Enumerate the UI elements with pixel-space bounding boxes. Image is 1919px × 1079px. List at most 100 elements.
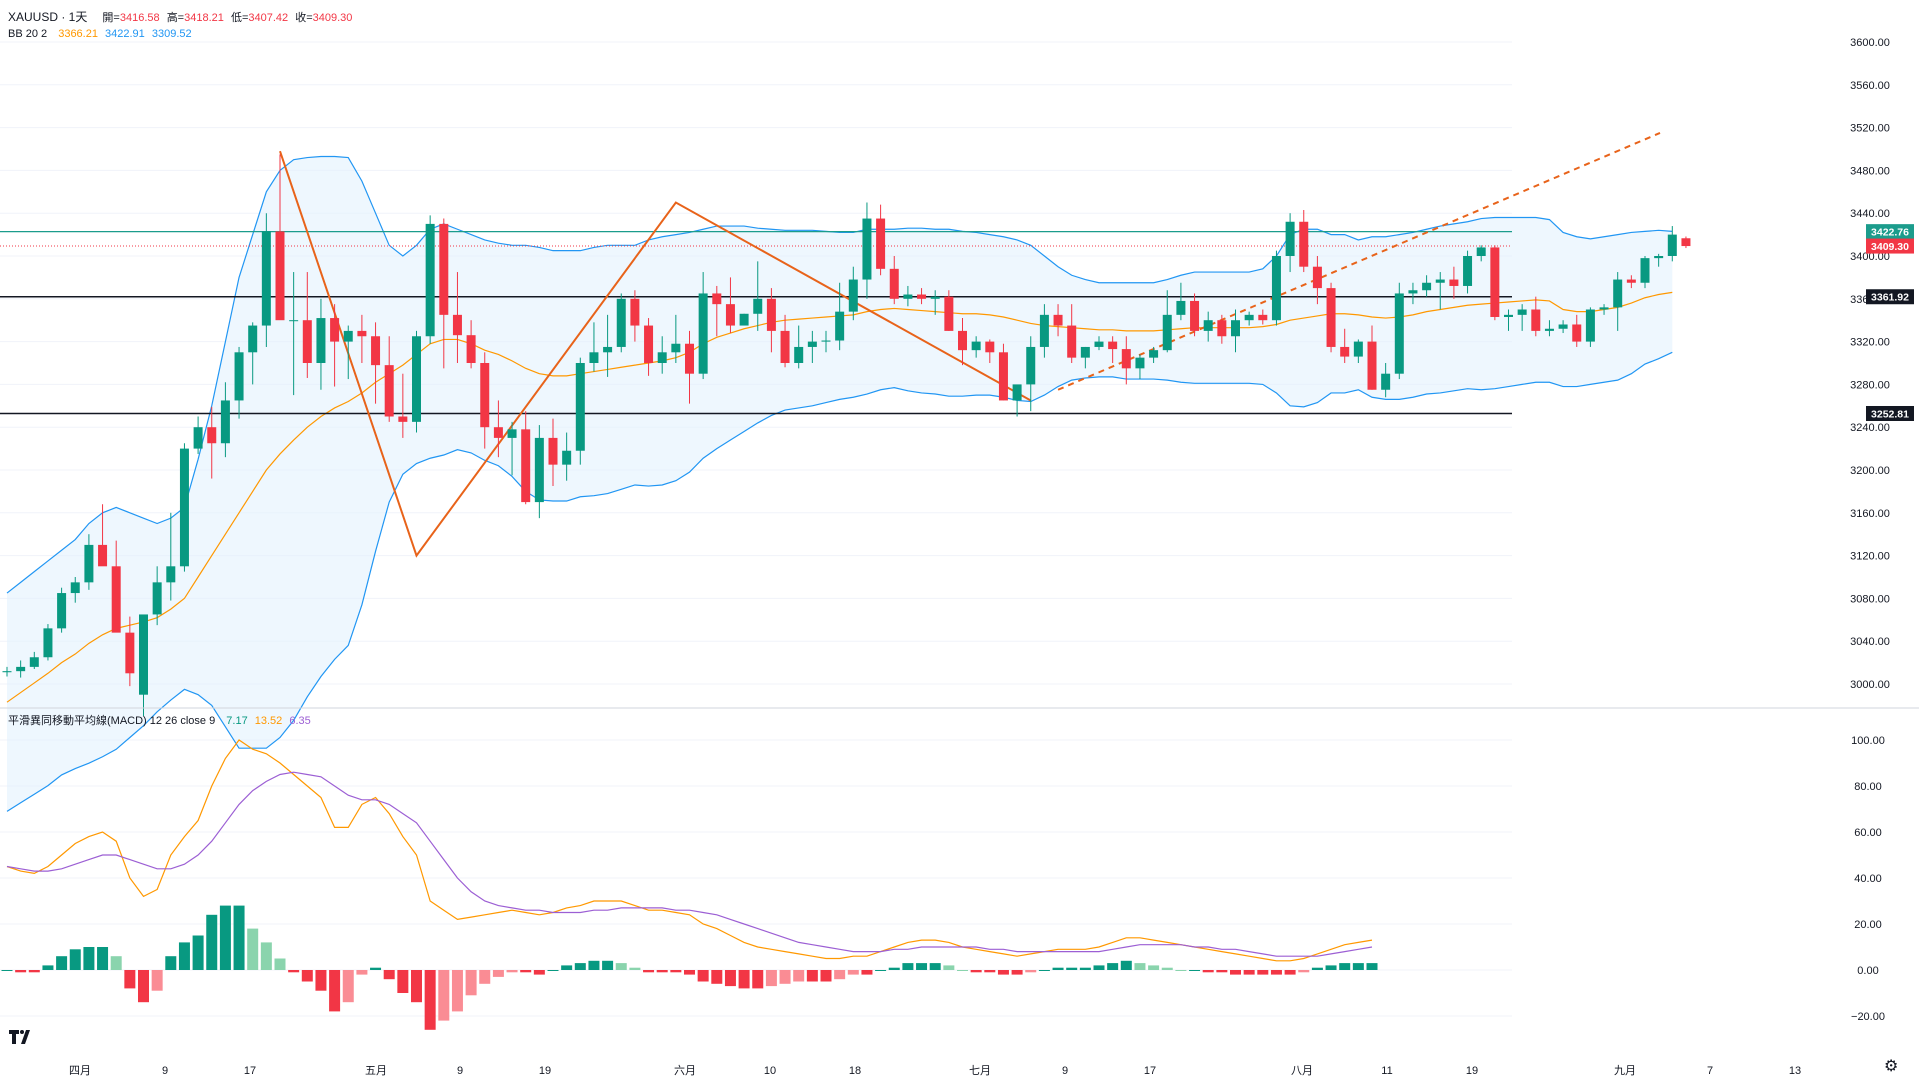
macd-histogram-bar	[670, 970, 682, 973]
bb-legend[interactable]: BB 20 2 3366.21 3422.91 3309.52	[8, 28, 196, 40]
candle	[1463, 250, 1473, 294]
settings-gear-icon[interactable]: ⚙	[1884, 1058, 1899, 1075]
time-axis-tick: 9	[457, 1065, 463, 1077]
candle-body	[1531, 309, 1541, 331]
macd-histogram-bar	[711, 970, 723, 984]
price-axis-tick: 3160.00	[1850, 508, 1890, 520]
candle-body	[1654, 256, 1664, 259]
candle-body	[1039, 314, 1049, 347]
macd-histogram-bar	[1284, 970, 1296, 975]
candle	[1490, 245, 1500, 321]
macd-histogram-bar	[165, 956, 177, 970]
macd-histogram-bar	[83, 947, 95, 970]
candle-body	[425, 223, 435, 337]
candle	[1271, 250, 1281, 326]
candle	[57, 587, 67, 633]
macd-histogram-bar	[547, 970, 559, 971]
candle	[398, 373, 408, 438]
price-axis[interactable]: 3000.00 3040.00 3080.00 3120.00 3160.00 3200.…	[1850, 37, 1890, 691]
macd-histogram-bar	[206, 914, 218, 970]
candle	[343, 325, 353, 380]
candle	[1039, 304, 1049, 358]
candle-body	[111, 566, 121, 633]
bb-fill	[7, 156, 1673, 812]
macd-histogram-bar	[656, 970, 668, 973]
macd-histogram-bar	[356, 970, 368, 975]
candle	[1449, 266, 1459, 299]
macd-axis[interactable]: 100.00 80.00 60.00 40.00 20.00 0.00 −20.00	[1851, 735, 1885, 1023]
time-axis-tick: 17	[244, 1065, 256, 1077]
macd-legend[interactable]: 平滑異同移動平均線(MACD) 12 26 close 9 7.17 13.52…	[8, 712, 315, 728]
candle-body	[1394, 293, 1404, 374]
candle-body	[1176, 300, 1186, 315]
macd-histogram-bar	[1257, 970, 1269, 975]
candle-body	[1353, 341, 1363, 357]
time-axis[interactable]: 四月 9 17 五月 9 19 六月 10 18 七月 9 17 八月 11 19 九月 7 13	[69, 1064, 1801, 1077]
candle	[835, 282, 845, 351]
candle	[739, 313, 749, 326]
macd-histogram-bar	[738, 970, 750, 989]
signal-line	[6, 771, 1373, 957]
candle	[685, 330, 694, 404]
tradingview-logo[interactable]	[8, 1028, 32, 1046]
candle	[644, 318, 654, 376]
candle-body	[807, 341, 817, 347]
macd-histogram-bar	[1189, 970, 1201, 971]
candle-body	[1190, 300, 1200, 331]
macd-histogram-bar	[533, 970, 545, 975]
candle	[466, 320, 476, 369]
candle-body	[220, 400, 230, 444]
macd-histogram-bar	[424, 970, 436, 1030]
candle-body	[1121, 349, 1131, 369]
macd-histogram-bar	[1311, 967, 1323, 970]
macd-histogram-bar	[1202, 970, 1214, 973]
macd-histogram-bar	[752, 970, 764, 989]
candle	[958, 318, 967, 366]
candle-body	[57, 593, 67, 629]
candle-body	[1340, 346, 1350, 357]
candle-body	[971, 341, 981, 351]
candle-body	[848, 279, 858, 312]
candle	[1394, 282, 1404, 380]
candle	[930, 290, 940, 315]
candle	[1094, 336, 1104, 351]
candle-body	[139, 614, 148, 695]
price-tags: 3422.76 3409.30 3361.92 3252.81	[1866, 224, 1914, 421]
macd-histogram-bar	[28, 970, 40, 973]
candle	[534, 425, 544, 519]
macd-axis-tick: 20.00	[1854, 919, 1882, 931]
candle-body	[985, 341, 995, 353]
candle-body	[152, 582, 162, 615]
symbol-title[interactable]: XAUUSD · 1天	[8, 10, 88, 24]
candle-body	[1067, 325, 1077, 358]
candle	[1544, 320, 1554, 337]
candle-body	[603, 346, 613, 353]
candle	[207, 406, 217, 479]
macd-histogram-bar	[1175, 970, 1187, 971]
macd-histogram-bar	[1134, 963, 1146, 970]
macd-histogram-bar	[69, 949, 81, 970]
candle	[1285, 213, 1295, 273]
price-tag-label: 3422.76	[1871, 227, 1909, 239]
candle	[98, 504, 108, 567]
candle-body	[1626, 279, 1636, 283]
macd-histogram-bar	[383, 970, 395, 980]
candle	[671, 314, 681, 363]
candle-body	[343, 330, 353, 342]
high-label: 高=	[166, 12, 185, 24]
candle	[234, 346, 244, 419]
candle	[29, 651, 39, 670]
macd-histogram-bar	[1148, 965, 1160, 970]
price-tag-box	[1866, 405, 1914, 421]
candle	[452, 272, 462, 363]
horizontal-lines[interactable]	[0, 230, 1512, 415]
candle-body	[1367, 341, 1377, 390]
candle-body	[1490, 247, 1500, 317]
candle-body	[1381, 373, 1391, 390]
macd-histogram-bar	[411, 970, 422, 1003]
candle-body	[616, 298, 626, 347]
candle	[1599, 304, 1609, 315]
candle	[139, 614, 148, 717]
macd-axis-tick: 0.00	[1857, 965, 1878, 977]
